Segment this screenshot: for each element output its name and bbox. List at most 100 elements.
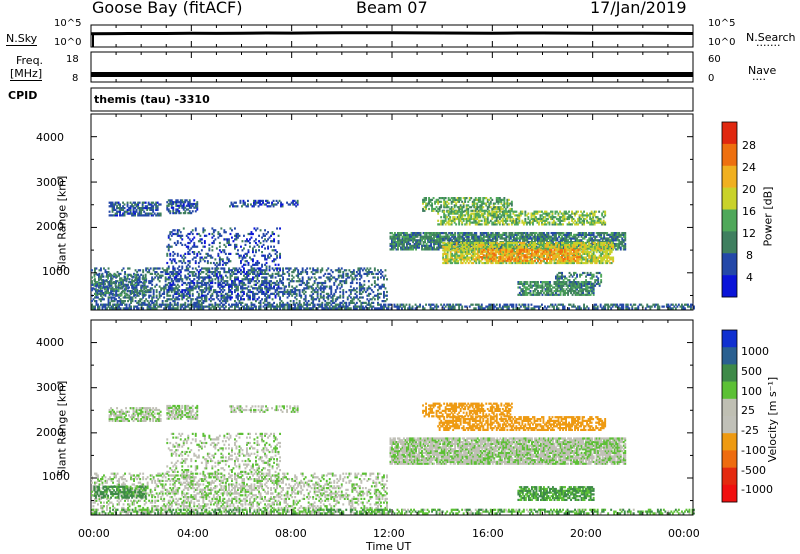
heatmap-cell	[141, 291, 144, 295]
heatmap-cell	[377, 292, 379, 296]
heatmap-cell	[205, 289, 208, 292]
heatmap-cell	[175, 212, 178, 215]
heatmap-cell	[178, 260, 181, 263]
heatmap-cell	[220, 274, 223, 277]
heatmap-cell	[121, 301, 124, 305]
heatmap-cell	[243, 292, 245, 296]
heatmap-cell	[100, 298, 102, 301]
heatmap-cell	[268, 305, 271, 308]
heatmap-cell	[425, 246, 428, 249]
heatmap-cell	[123, 210, 126, 213]
heatmap-cell	[336, 287, 339, 290]
heatmap-cell	[274, 290, 277, 294]
heatmap-cell	[167, 247, 170, 250]
heatmap-cell	[325, 292, 328, 296]
heatmap-cell	[346, 276, 349, 279]
heatmap-cell	[178, 289, 181, 292]
heatmap-cell	[135, 273, 138, 276]
heatmap-cell	[394, 246, 396, 249]
heatmap-cell	[96, 284, 99, 287]
heatmap-cell	[306, 301, 309, 305]
heatmap-cell	[276, 292, 279, 296]
heatmap-cell	[111, 290, 114, 293]
heatmap-cell	[288, 267, 291, 270]
heatmap-cell	[113, 296, 116, 299]
heatmap-cell	[169, 301, 172, 305]
heatmap-cell	[181, 278, 184, 281]
heatmap-cell	[221, 294, 224, 297]
heatmap-cell	[358, 287, 361, 290]
heatmap-cell	[166, 254, 169, 257]
heatmap-cell	[241, 240, 244, 243]
heatmap-cell	[282, 307, 285, 310]
heatmap-cell	[94, 269, 96, 272]
heatmap-cell	[383, 276, 385, 279]
heatmap-cell	[291, 271, 294, 274]
heatmap-cell	[178, 292, 181, 296]
heatmap-cell	[259, 267, 262, 270]
heatmap-cell	[196, 276, 199, 279]
heatmap-cell	[208, 280, 211, 283]
heatmap-cell	[394, 233, 396, 237]
heatmap-cell	[169, 245, 172, 248]
heatmap-cell	[300, 294, 303, 297]
heatmap-cell	[333, 281, 336, 285]
heatmap-cell	[246, 252, 248, 256]
heatmap-cell	[339, 274, 342, 277]
heatmap-cell	[254, 201, 257, 204]
heatmap-cell	[279, 278, 282, 281]
heatmap-cell	[283, 272, 286, 276]
heatmap-cell	[197, 265, 200, 268]
heatmap-cell	[203, 298, 206, 301]
heatmap-cell	[255, 300, 257, 303]
heatmap-cell	[119, 208, 122, 212]
heatmap-cell	[259, 289, 262, 292]
heatmap-cell	[126, 284, 129, 287]
heatmap-cell	[179, 260, 182, 263]
heatmap-cell	[193, 274, 196, 277]
heatmap-cell	[424, 244, 427, 247]
heatmap-cell	[185, 283, 188, 286]
heatmap-cell	[126, 201, 129, 204]
heatmap-cell	[448, 237, 451, 240]
heatmap-cell	[279, 296, 282, 299]
heatmap-cell	[234, 272, 236, 276]
heatmap-cell	[220, 227, 223, 230]
heatmap-cell	[178, 285, 181, 288]
heatmap-cell	[217, 236, 220, 239]
heatmap-cell	[173, 301, 176, 305]
heatmap-cell	[113, 205, 116, 208]
heatmap-cell	[196, 301, 199, 305]
heatmap-cell	[236, 205, 239, 208]
heatmap-cell	[143, 281, 146, 284]
heatmap-cell	[404, 239, 407, 242]
heatmap-cell	[255, 229, 257, 232]
heatmap-cell	[367, 300, 370, 303]
heatmap-cell	[351, 276, 354, 279]
heatmap-cell	[241, 287, 244, 290]
heatmap-cell	[176, 229, 179, 232]
heatmap-cell	[244, 260, 247, 263]
heatmap-cell	[249, 294, 251, 297]
heatmap-cell	[234, 278, 236, 281]
heatmap-cell	[431, 233, 434, 237]
heatmap-cell	[117, 288, 120, 291]
heatmap-cell	[310, 298, 313, 301]
heatmap-cell	[443, 239, 446, 242]
heatmap-cell	[415, 246, 418, 249]
heatmap-cell	[412, 237, 415, 240]
heatmap-cell	[196, 303, 199, 306]
heatmap-cell	[249, 238, 251, 241]
heatmap-cell	[196, 202, 199, 206]
heatmap-cell	[247, 271, 250, 274]
heatmap-cell	[232, 267, 235, 270]
heatmap-cell	[126, 203, 129, 206]
heatmap-cell	[215, 294, 218, 297]
heatmap-cell	[425, 244, 428, 247]
heatmap-cell	[144, 205, 147, 208]
heatmap-cell	[141, 203, 144, 206]
heatmap-cell	[496, 241, 499, 245]
heatmap-cell	[249, 269, 251, 272]
heatmap-cell	[271, 276, 274, 279]
heatmap-cell	[220, 234, 223, 237]
